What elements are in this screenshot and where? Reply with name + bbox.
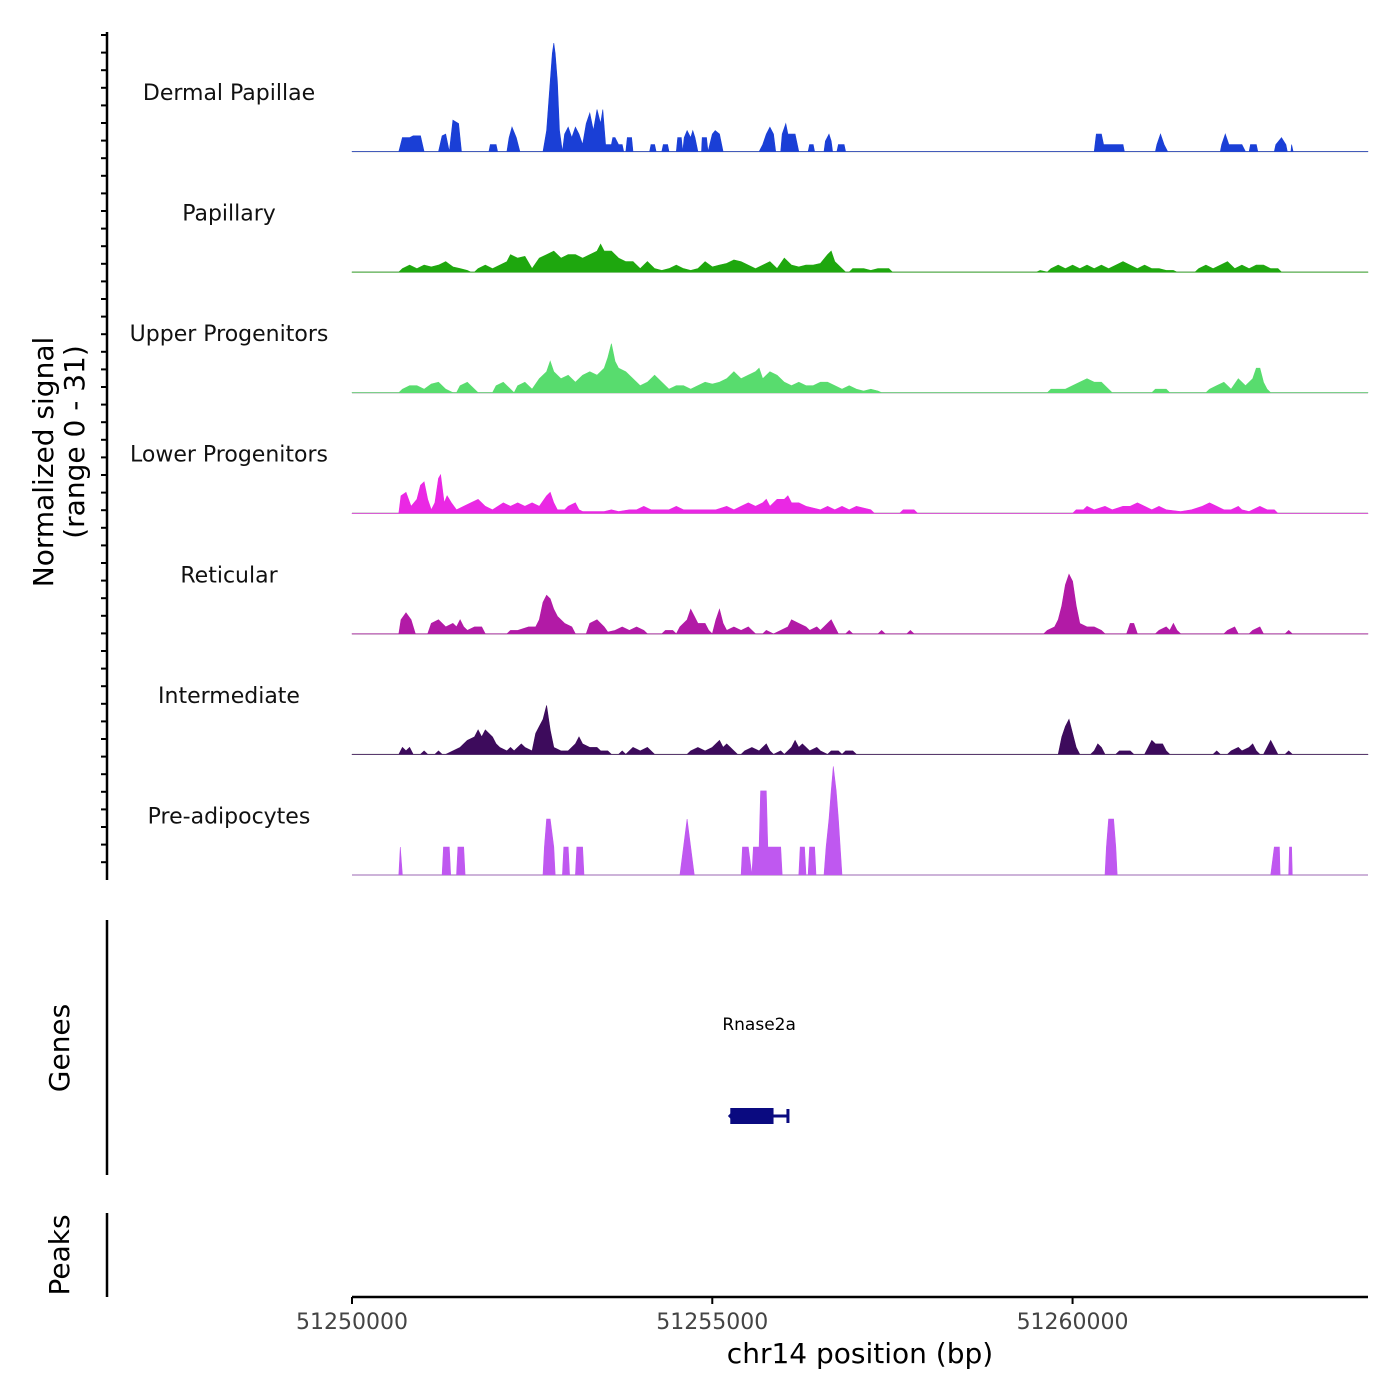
gene-track: Rnase2a — [722, 1015, 796, 1124]
coverage-tracks: Dermal Papillae Papillary Upper Progenitor… — [130, 42, 1369, 876]
gene-strand-arrow — [727, 1109, 737, 1123]
coverage-area-dermal-papillae — [351, 42, 1369, 152]
signal-axis-label-line1: Normalized signal — [27, 337, 60, 588]
track-label: Dermal Papillae — [143, 81, 315, 106]
track-intermediate: Intermediate — [158, 684, 1369, 755]
signal-axis — [101, 32, 109, 880]
track-label: Intermediate — [158, 684, 300, 709]
gene-exon-block — [730, 1108, 774, 1124]
track-pre-adipocytes: Pre-adipocytes — [148, 766, 1368, 876]
track-label: Papillary — [182, 202, 276, 227]
x-axis-tick-label: 51250000 — [296, 1310, 408, 1335]
track-lower-progenitors: Lower Progenitors — [130, 443, 1369, 514]
track-reticular: Reticular — [180, 563, 1369, 635]
track-upper-progenitors: Upper Progenitors — [130, 322, 1369, 394]
x-axis: 51250000 51255000 51260000 — [296, 1295, 1368, 1335]
gene-label: Rnase2a — [722, 1015, 796, 1035]
gene-rnase2a: Rnase2a — [722, 1015, 796, 1124]
gene-track-label: Genes — [43, 1004, 76, 1092]
track-label: Lower Progenitors — [130, 443, 328, 468]
track-label: Upper Progenitors — [130, 322, 329, 347]
track-label: Pre-adipocytes — [148, 804, 311, 829]
coverage-area-pre-adipocytes — [352, 766, 1368, 876]
x-axis-tick-label: 51260000 — [1017, 1310, 1129, 1335]
track-papillary: Papillary — [182, 202, 1369, 273]
signal-axis-label-line2: (range 0 - 31) — [58, 345, 91, 539]
x-axis-label: chr14 position (bp) — [727, 1337, 993, 1370]
coverage-area-lower-progenitors — [351, 473, 1369, 514]
track-label: Reticular — [180, 563, 278, 588]
x-axis-tick-label: 51255000 — [656, 1310, 768, 1335]
coverage-area-intermediate — [351, 705, 1369, 755]
peak-track-label: Peaks — [43, 1214, 76, 1295]
track-dermal-papillae: Dermal Papillae — [143, 42, 1369, 153]
coverage-area-upper-progenitors — [351, 343, 1369, 394]
coverage-area-papillary — [351, 243, 1369, 273]
coverage-area-reticular — [351, 573, 1369, 635]
